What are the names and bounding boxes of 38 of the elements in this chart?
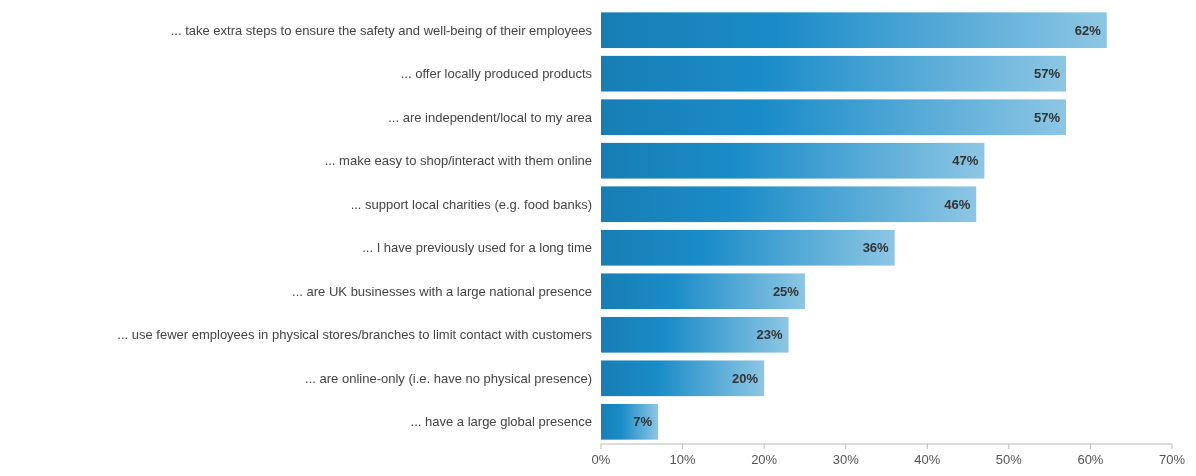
y-tick-label: ... use fewer employees in physical stores/branches to limit contact with customers: [117, 327, 593, 343]
y-tick-label: ... have a large global presence: [410, 414, 592, 430]
y-tick-label: ... are independent/local to my area: [388, 109, 593, 125]
y-tick-label: ... offer locally produced products: [400, 66, 593, 82]
y-tick-label: ... I have previously used for a long time: [362, 240, 592, 256]
x-tick-label: 60%: [1077, 452, 1104, 467]
bar: [601, 186, 977, 223]
bar: [601, 273, 805, 310]
y-tick-label: ... are online-only (i.e. have no physical presence): [305, 370, 592, 386]
x-tick-label: 20%: [751, 452, 778, 467]
data-label: 47%: [952, 153, 979, 169]
data-label: 36%: [862, 240, 890, 256]
x-tick-label: 30%: [832, 452, 860, 467]
y-tick-label: ... support local charities (e.g. food banks): [350, 196, 592, 212]
y-tick-label: ... take extra steps to ensure the safety and well-being of their employees: [170, 22, 593, 38]
bar: [601, 142, 985, 179]
bar: [601, 12, 1107, 49]
y-tick-label: ... are UK businesses with a large national presence: [292, 283, 592, 299]
data-label: 23%: [756, 327, 784, 343]
data-label: 20%: [732, 370, 759, 386]
data-label: 57%: [1033, 109, 1061, 125]
bar: [601, 316, 789, 353]
data-label: 25%: [772, 283, 800, 299]
x-tick-label: 70%: [1158, 452, 1186, 467]
y-tick-label: ... make easy to shop/interact with them online: [324, 153, 592, 169]
x-tick-label: 40%: [914, 452, 941, 467]
data-label: 57%: [1033, 66, 1061, 82]
bar: [601, 403, 659, 440]
x-tick-label: 10%: [669, 452, 697, 467]
x-tick-label: 0%: [591, 452, 611, 467]
data-label: 7%: [633, 414, 653, 430]
data-label: 46%: [944, 196, 971, 212]
data-label: 62%: [1074, 22, 1102, 38]
bar: [601, 55, 1066, 92]
x-tick-label: 50%: [995, 452, 1023, 467]
bar: [601, 229, 895, 266]
bar: [601, 99, 1066, 136]
bar: [601, 360, 765, 397]
